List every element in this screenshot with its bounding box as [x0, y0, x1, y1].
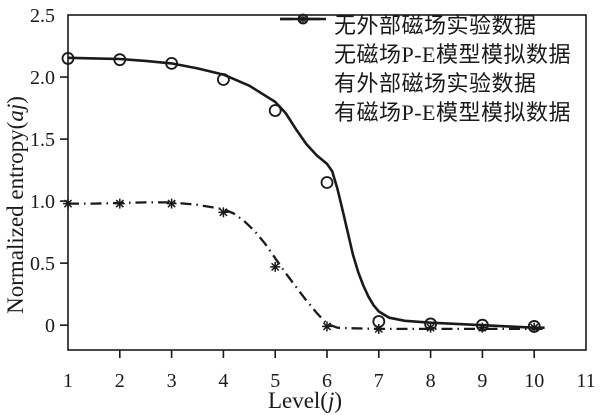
circle-marker [320, 176, 334, 189]
y-tick-label: 0.5 [30, 253, 55, 275]
x-tick-label: 9 [477, 370, 487, 392]
y-tick-label: 2.0 [30, 67, 55, 89]
asterisk-marker [114, 198, 125, 209]
x-axis-ticks: 1 2 3 4 5 6 7 8 9 10 11 [63, 350, 596, 392]
asterisk-marker [529, 322, 540, 333]
circle-marker [61, 52, 75, 65]
x-tick-label: 2 [115, 370, 125, 392]
circle-marker [268, 104, 282, 117]
y-axis-ticks: 0 0.5 1.0 1.5 2.0 2.5 [30, 5, 68, 337]
legend-label: 有磁场P-E模型模拟数据 [334, 99, 572, 125]
series-markers-exp-field [63, 198, 540, 334]
asterisk-marker [373, 323, 384, 334]
legend-label: 有外部磁场实验数据 [334, 70, 537, 96]
x-tick-label: 1 [63, 370, 73, 392]
asterisk-marker [322, 321, 332, 332]
legend: 无外部磁场实验数据 无磁场P-E模型模拟数据 有外部磁场实验数据 [278, 11, 571, 127]
x-tick-label: 7 [374, 370, 384, 392]
asterisk-marker [270, 261, 281, 272]
x-tick-label: 10 [524, 370, 544, 392]
legend-item-model-no-field: 无磁场P-E模型模拟数据 [278, 17, 572, 69]
x-tick-label: 5 [270, 370, 280, 392]
asterisk-marker [218, 207, 229, 218]
x-axis-label: Level(j) [230, 388, 380, 414]
y-tick-label: 1.0 [30, 191, 55, 213]
y-axis-label-variable: aj [3, 103, 28, 122]
x-tick-label: 6 [322, 370, 332, 392]
x-tick-label: 8 [426, 370, 436, 392]
x-tick-label: 3 [167, 370, 177, 392]
x-axis-label-variable: j [327, 388, 335, 413]
y-axis-label-text: Normalized entropy( [3, 121, 28, 314]
y-tick-label: 1.5 [30, 129, 55, 151]
series-line-model-field [68, 201, 545, 331]
circle-marker [113, 53, 127, 67]
legend-item-model-field: 有磁场P-E模型模拟数据 [278, 17, 572, 127]
x-tick-label: 11 [576, 370, 595, 392]
series-line-model-no-field [67, 56, 545, 330]
y-axis-label-suffix: ) [3, 96, 28, 104]
asterisk-marker [63, 198, 73, 209]
circle-marker [165, 56, 179, 70]
asterisk-marker [166, 198, 177, 209]
legend-item-exp-field: 有外部磁场实验数据 [278, 14, 571, 98]
circle-marker [216, 73, 230, 86]
x-axis-label-suffix: ) [334, 388, 343, 413]
y-tick-label: 2.5 [30, 5, 55, 27]
y-axis-label: Normalized entropy(aj) [3, 96, 29, 314]
y-tick-label: 0 [45, 315, 55, 337]
legend-label: 无磁场P-E模型模拟数据 [334, 41, 572, 67]
asterisk-marker [425, 322, 436, 333]
x-axis-label-text: Level( [267, 388, 328, 413]
asterisk-marker [477, 322, 488, 333]
x-tick-label: 4 [218, 370, 228, 392]
legend-label: 无外部磁场实验数据 [334, 12, 537, 38]
